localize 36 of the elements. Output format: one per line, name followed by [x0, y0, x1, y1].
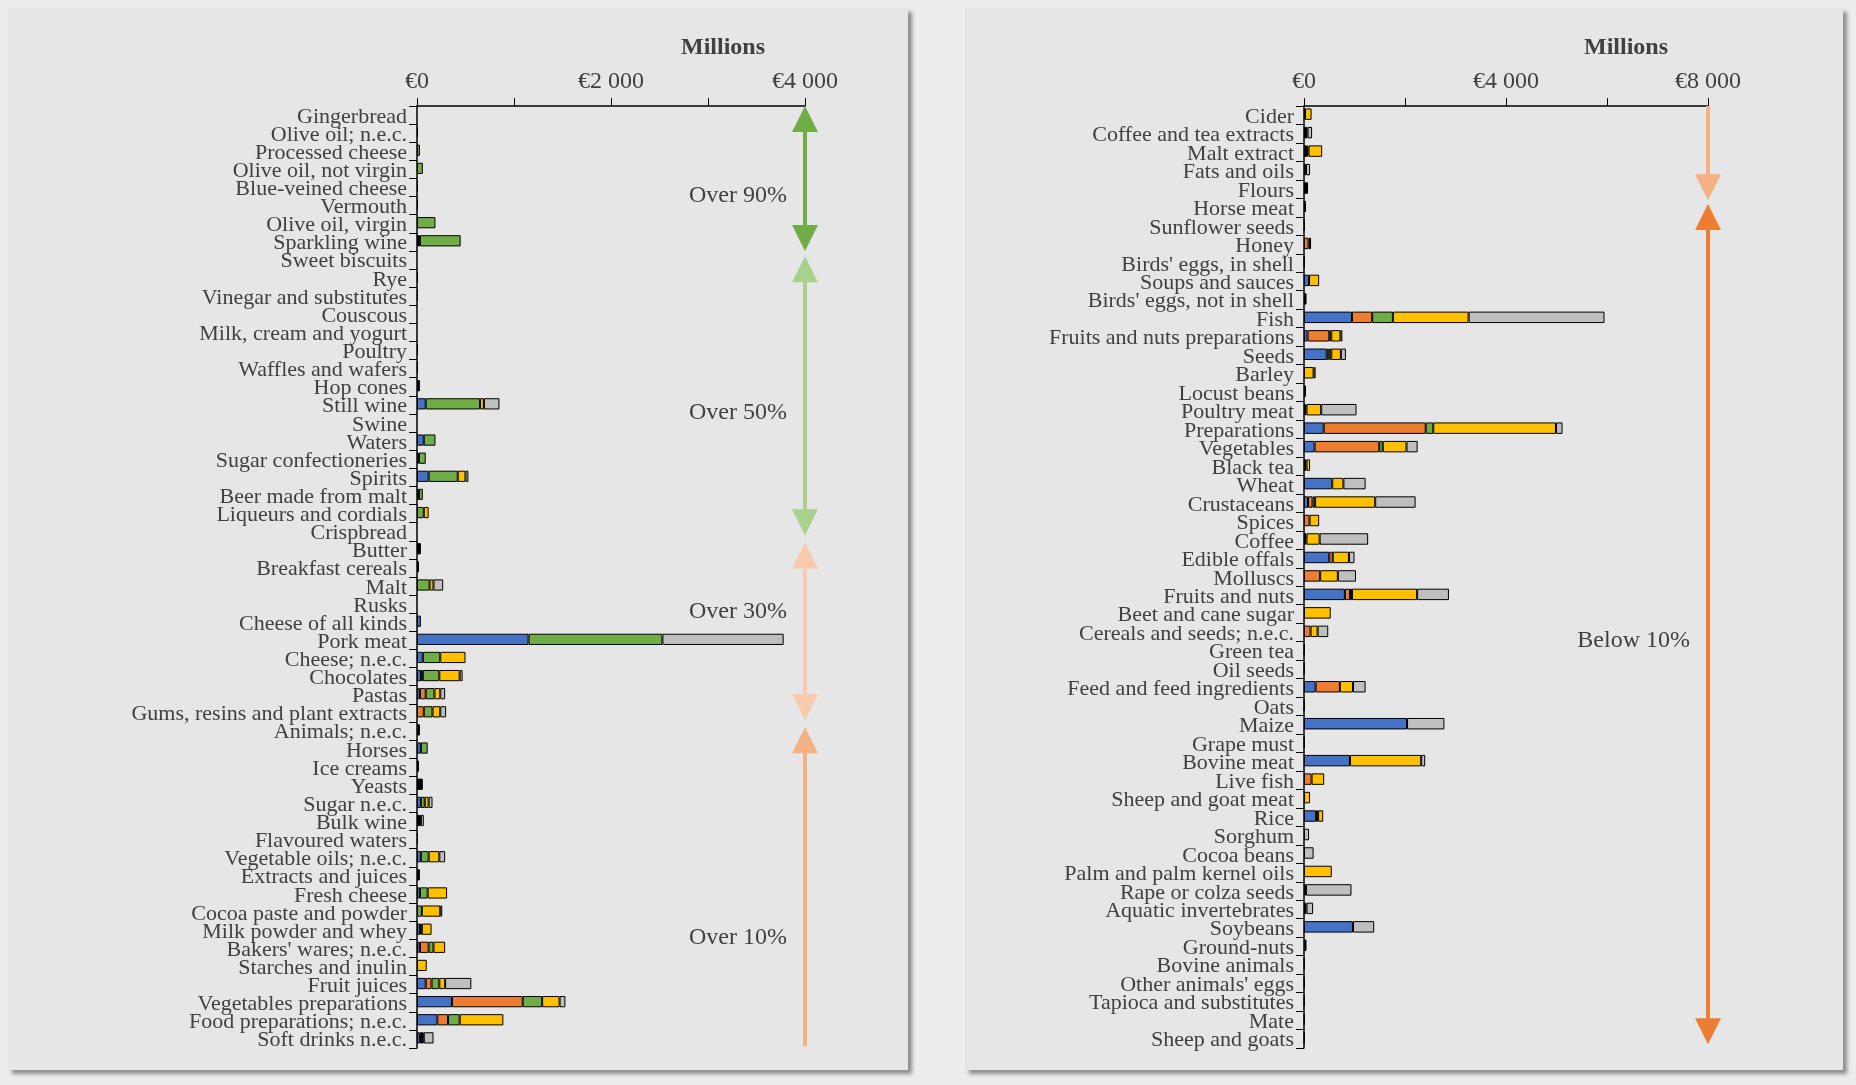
bar: [1318, 810, 1324, 822]
x-tick-label: €4 000: [772, 67, 838, 93]
x-tick-label: €0: [1292, 67, 1316, 93]
bar: [1306, 902, 1314, 915]
bar: [483, 398, 500, 410]
bar: [419, 235, 461, 247]
bar: [1308, 496, 1313, 508]
bar: [420, 796, 425, 808]
bar: [428, 796, 433, 808]
bar: [418, 488, 423, 501]
bar: [423, 1032, 434, 1044]
bar: [1331, 330, 1341, 342]
y-tick-label: Cider: [1245, 102, 1295, 128]
x-tick-label: €2 000: [578, 67, 644, 93]
annotation: Over 30%: [689, 597, 788, 624]
annotation: Below 10%: [1577, 625, 1690, 652]
bar: [1306, 884, 1352, 896]
bar: [1307, 126, 1313, 139]
bar: [433, 579, 444, 591]
bar: [420, 742, 428, 754]
bar: [1308, 145, 1323, 157]
bar: [421, 923, 432, 935]
annotation: Over 90%: [689, 180, 788, 207]
x-tick-label: €0: [405, 67, 429, 93]
bar: [1306, 459, 1311, 471]
x-tick-label: €4 000: [1473, 67, 1539, 93]
bar: [1307, 330, 1330, 342]
annotation: Over 50%: [689, 398, 788, 425]
x-tick-label: €8 000: [1675, 67, 1741, 93]
bar: [421, 905, 441, 917]
x-axis-title: Millions: [680, 33, 765, 59]
annotation: Over 10%: [689, 923, 788, 950]
bar: [1306, 163, 1311, 176]
x-axis-title: Millions: [1583, 33, 1668, 59]
bar: [418, 452, 426, 464]
bar: [419, 941, 429, 953]
